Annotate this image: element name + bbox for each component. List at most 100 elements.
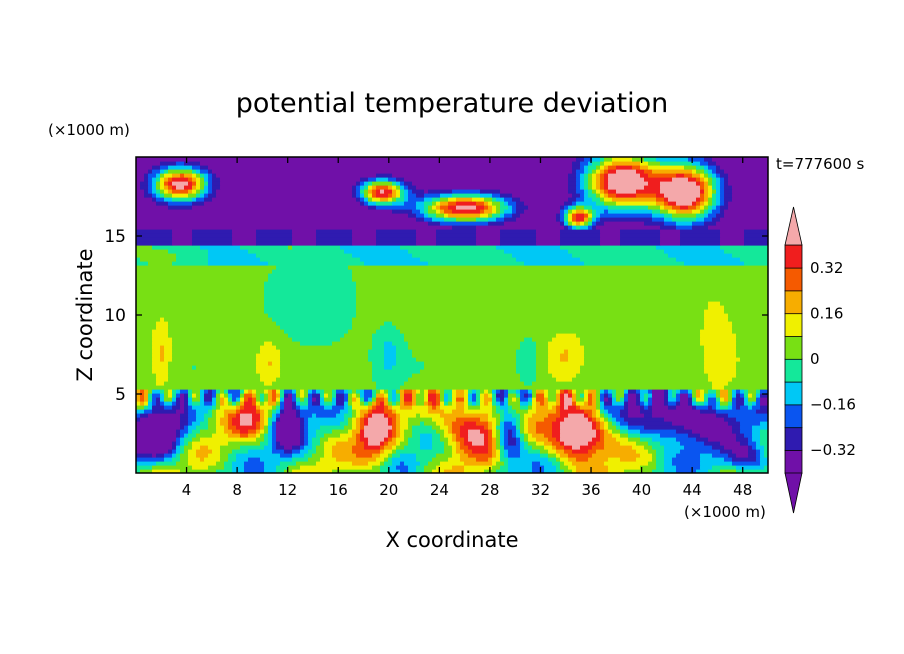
contour-cell xyxy=(300,389,305,394)
contour-cell xyxy=(136,373,157,378)
contour-cell xyxy=(560,409,585,414)
contour-cell xyxy=(228,401,233,406)
contour-cell xyxy=(512,405,521,410)
contour-cell xyxy=(592,221,597,226)
contour-cell xyxy=(528,417,545,422)
contour-cell xyxy=(584,353,705,358)
contour-cell xyxy=(172,189,189,194)
contour-cell xyxy=(136,341,153,346)
contour-cell xyxy=(212,181,221,186)
contour-cell xyxy=(436,405,441,410)
contour-cell xyxy=(352,429,361,434)
contour-cell xyxy=(584,157,593,162)
contour-cell xyxy=(584,401,589,406)
contour-cell xyxy=(372,405,377,410)
contour-cell xyxy=(576,217,585,222)
contour-cell xyxy=(196,181,201,186)
contour-cell xyxy=(552,425,561,430)
colorbar-segment xyxy=(784,426,803,451)
contour-cell xyxy=(548,405,553,410)
contour-cell xyxy=(692,405,697,410)
colorbar-segment xyxy=(784,381,803,406)
contour-cell xyxy=(176,429,181,434)
contour-cell xyxy=(260,417,265,422)
contour-cell xyxy=(372,193,377,198)
contour-cell xyxy=(476,205,485,210)
contour-cell xyxy=(200,245,241,250)
contour-cell xyxy=(540,461,553,466)
contour-cell xyxy=(172,441,177,446)
contour-cell xyxy=(420,369,517,374)
contour-cell xyxy=(712,197,717,202)
contour-cell xyxy=(208,421,217,426)
contour-cell xyxy=(292,229,317,234)
contour-cell xyxy=(600,401,605,406)
contour-cell xyxy=(136,241,173,246)
contour-cell xyxy=(720,173,729,178)
contour-cell xyxy=(252,389,257,394)
contour-cell xyxy=(412,209,421,214)
contour-cell xyxy=(616,437,629,442)
contour-cell xyxy=(760,405,768,410)
contour-cell xyxy=(320,389,325,394)
contour-cell xyxy=(480,397,485,402)
contour-cell xyxy=(612,161,641,166)
contour-cell xyxy=(232,401,237,406)
contour-cell xyxy=(364,433,389,438)
contour-cell xyxy=(628,397,637,402)
contour-cell xyxy=(140,397,145,402)
contour-cell xyxy=(536,349,549,354)
contour-cell xyxy=(708,405,713,410)
contour-cell xyxy=(344,333,373,338)
contour-cell xyxy=(612,401,625,406)
contour-cell xyxy=(180,417,189,422)
contour-cell xyxy=(220,417,229,422)
contour-cell xyxy=(196,173,201,178)
contour-cell xyxy=(224,429,233,434)
contour-cell xyxy=(348,329,377,334)
contour-cell xyxy=(664,213,673,218)
contour-cell xyxy=(508,449,521,454)
contour-cell xyxy=(192,229,233,234)
contour-cell xyxy=(620,409,629,414)
contour-cell xyxy=(564,393,569,398)
contour-cell xyxy=(500,425,505,430)
contour-cell xyxy=(432,201,437,206)
contour-cell xyxy=(424,189,429,194)
contour-cell xyxy=(724,305,768,310)
contour-cell xyxy=(444,401,449,406)
contour-cell xyxy=(420,257,517,262)
contour-cell xyxy=(392,209,413,214)
chart-title: potential temperature deviation xyxy=(236,88,668,119)
contour-cell xyxy=(608,189,617,194)
contour-cell xyxy=(636,393,641,398)
contour-cell xyxy=(664,193,701,198)
contour-cell xyxy=(260,401,265,406)
contour-cell xyxy=(548,361,585,366)
contour-cell xyxy=(664,461,673,466)
contour-cell xyxy=(628,421,673,426)
contour-cell xyxy=(168,329,285,334)
contour-cell xyxy=(492,197,497,202)
contour-cell xyxy=(400,469,409,473)
contour-cell xyxy=(552,421,561,426)
contour-cell xyxy=(284,389,293,394)
contour-cell xyxy=(488,201,493,206)
contour-cell xyxy=(424,397,429,402)
contour-cell xyxy=(608,421,613,426)
contour-cell xyxy=(628,429,641,434)
contour-cell xyxy=(392,185,397,190)
contour-cell xyxy=(704,365,737,370)
contour-cell xyxy=(376,397,385,402)
contour-cell xyxy=(180,429,189,434)
contour-cell xyxy=(584,221,589,226)
contour-cell xyxy=(136,317,161,322)
contour-cell xyxy=(720,209,725,214)
contour-cell xyxy=(216,397,221,402)
contour-cell xyxy=(540,453,549,458)
contour-cell xyxy=(372,393,377,398)
contour-cell xyxy=(696,197,701,202)
contour-cell xyxy=(356,281,768,286)
contour-cell xyxy=(708,393,717,398)
contour-cell xyxy=(744,397,749,402)
